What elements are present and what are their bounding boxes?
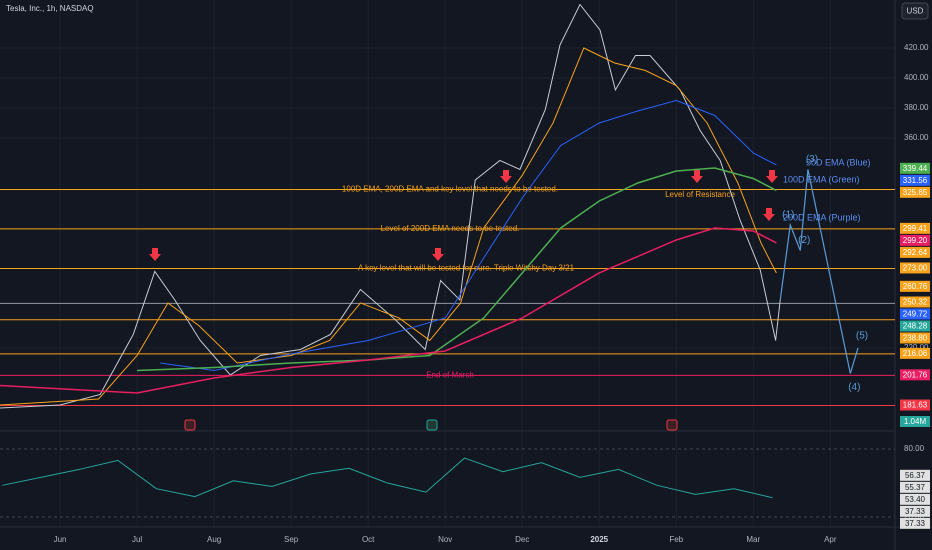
- price-badge: [900, 222, 930, 234]
- price-badge-label: 325.65: [903, 188, 928, 197]
- x-tick-label: Nov: [438, 535, 452, 544]
- price-badge: [900, 246, 930, 258]
- earnings-marker[interactable]: [184, 419, 196, 431]
- earnings-markers: [184, 419, 678, 431]
- price-badge-label: 299.20: [903, 236, 928, 245]
- price-badge: [900, 162, 930, 174]
- wave-label: (1): [782, 210, 794, 221]
- y-tick-label: 220.00: [904, 343, 929, 352]
- wave-label: (3): [806, 154, 818, 165]
- price-badge-label: 292.64: [903, 248, 928, 257]
- wave-label: (5): [856, 331, 868, 342]
- price-badge-label: 201.76: [903, 370, 928, 379]
- rsi-badge-label: 53.40: [905, 495, 926, 504]
- price-badge-label: 238.80: [903, 334, 928, 343]
- price-badge: [900, 308, 930, 320]
- price-badge: [900, 262, 930, 274]
- price-axis-area: [895, 0, 932, 550]
- price-badge: [900, 369, 930, 381]
- currency-button[interactable]: [901, 2, 929, 20]
- chart-title: Tesla, Inc., 1h, NASDAQ: [6, 4, 94, 13]
- price-badge: [900, 280, 930, 292]
- rsi-badge: [900, 493, 930, 505]
- volume-badge: [900, 416, 930, 427]
- x-tick-label: Jun: [54, 535, 67, 544]
- y-tick-label: 420.00: [904, 43, 929, 52]
- arrow: [149, 248, 161, 261]
- price-badge-label: 216.06: [903, 349, 928, 358]
- price-badge-label: 299.41: [903, 224, 928, 233]
- earnings-marker[interactable]: [666, 419, 678, 431]
- x-tick-label: Oct: [362, 535, 375, 544]
- level-text: Level of 200D EMA needs to be tested.: [381, 224, 520, 233]
- rsi-badge-label: 37.33: [905, 519, 926, 528]
- arrow: [763, 208, 775, 221]
- rsi-badge-label: 55.37: [905, 483, 926, 492]
- price-badge: [900, 332, 930, 344]
- rsi-badge-label: 37.33: [905, 507, 926, 516]
- rsi-line: [2, 457, 773, 499]
- price-badge-label: 181.63: [903, 401, 928, 410]
- x-tick-label: Jul: [132, 535, 142, 544]
- price-badge: [900, 186, 930, 198]
- level-text: 100D EMA, 200D EMA and key level that ne…: [342, 185, 558, 194]
- arrow: [432, 248, 444, 261]
- ema-label: 50D EMA (Blue): [806, 157, 871, 167]
- rsi-badge: [900, 469, 930, 481]
- price-badge-label: 331.56: [903, 176, 928, 185]
- currency[interactable]: USD: [907, 7, 924, 16]
- price-badge: [900, 399, 930, 411]
- level-text: End of March: [426, 370, 474, 379]
- rsi-badge: [900, 517, 930, 529]
- x-tick-label: Apr: [824, 535, 837, 544]
- price-badge-label: 249.72: [903, 310, 928, 319]
- price-line: [137, 167, 777, 372]
- price-badge: [900, 296, 930, 308]
- volume-label: 1.04M: [904, 417, 927, 426]
- price-badge: [900, 234, 930, 246]
- arrow: [766, 170, 778, 183]
- price-badge: [900, 320, 930, 332]
- price-badge-label: 260.76: [903, 282, 928, 291]
- price-line: [160, 99, 777, 371]
- x-tick-label: Feb: [669, 535, 683, 544]
- price-badge: [900, 347, 930, 359]
- x-tick-label: Mar: [746, 535, 760, 544]
- arrow: [691, 170, 703, 183]
- x-tick-label: Aug: [207, 535, 221, 544]
- grid: [0, 0, 895, 527]
- y-tick-label: 400.00: [904, 73, 929, 82]
- wave-label: (4): [848, 382, 860, 393]
- price-badge-label: 248.28: [903, 322, 928, 331]
- arrow: [500, 170, 512, 183]
- wave-label: (2): [798, 235, 810, 246]
- price-line: [0, 47, 777, 406]
- rsi-tick-label: 80.00: [904, 444, 925, 453]
- arrows: [149, 170, 778, 261]
- annotation: Level of Resistance: [665, 190, 735, 199]
- ema-label: 100D EMA (Green): [783, 174, 860, 184]
- price-line: [0, 227, 777, 394]
- rsi-badge: [900, 481, 930, 493]
- price-badge: [900, 174, 930, 186]
- price-line: [779, 169, 859, 374]
- rsi-badge: [900, 505, 930, 517]
- y-tick-label: 360.00: [904, 133, 929, 142]
- x-tick-label: Dec: [515, 535, 529, 544]
- rsi-badge-label: 56.37: [905, 471, 926, 480]
- earnings-marker[interactable]: [426, 419, 438, 431]
- x-tick-label: Sep: [284, 535, 299, 544]
- price-badge-label: 250.32: [903, 298, 928, 307]
- x-tick-label: 2025: [590, 535, 608, 544]
- ema-label: 200D EMA (Purple): [783, 212, 861, 222]
- price-badge-label: 273.00: [903, 264, 928, 273]
- price-badge-label: 339.44: [903, 164, 928, 173]
- price-line: [0, 3, 781, 409]
- y-tick-label: 380.00: [904, 103, 929, 112]
- level-text: A key level that will be tested for sure…: [358, 264, 575, 273]
